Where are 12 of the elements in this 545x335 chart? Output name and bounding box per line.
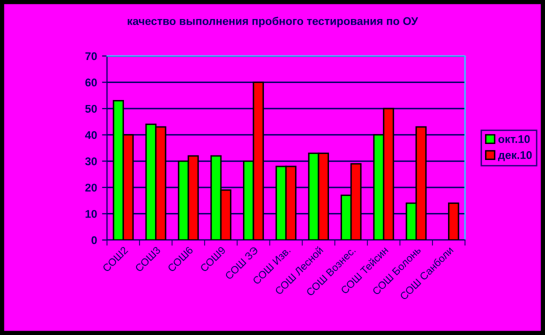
y-tick-label: 70 [85,52,97,60]
bar [448,202,460,240]
y-tick-label: 0 [92,236,97,244]
y-tick-label: 60 [85,78,97,86]
y-tick-label: 30 [85,157,97,166]
y-tick-label: 50 [85,104,97,113]
chart-title: качество выполнения пробного тестирования по ОУ [128,16,418,28]
y-tick-label: 10 [86,210,97,218]
legend-label: окт.10 [498,135,530,144]
y-tick-label: 40 [85,131,97,139]
y-tick-label: 20 [85,184,97,192]
legend-label: дек.10 [498,151,532,162]
